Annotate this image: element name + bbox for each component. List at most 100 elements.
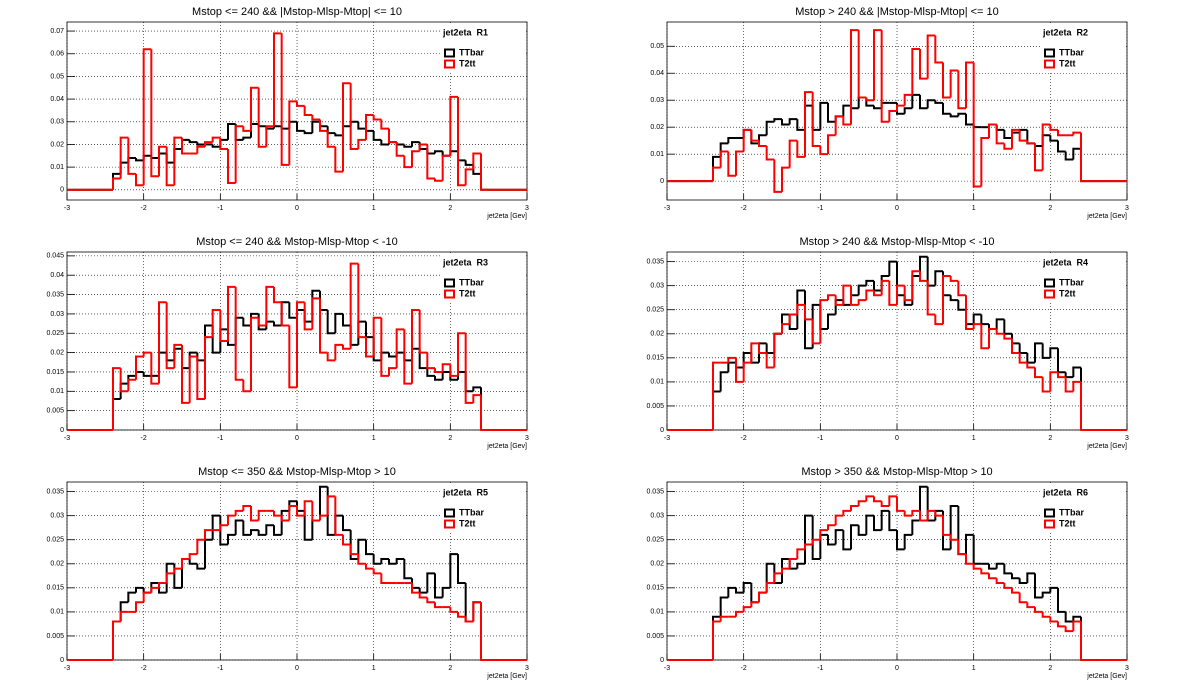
histogram-step (441, 586, 451, 598)
histogram-step (357, 263, 366, 339)
histogram-step (418, 592, 428, 599)
histogram-step (196, 356, 205, 401)
histogram-step (926, 509, 936, 521)
histogram-step (880, 30, 890, 123)
y-tick-label: 0 (660, 178, 664, 185)
histogram-step (727, 151, 736, 177)
histogram-step (903, 93, 913, 106)
histogram-step (319, 121, 328, 128)
histogram-step (1018, 128, 1028, 133)
histogram-step (273, 286, 282, 304)
histogram-step (334, 514, 343, 535)
histogram-step (480, 602, 489, 661)
legend-label: T2tt (1059, 58, 1076, 68)
histogram-step (712, 361, 721, 430)
histogram-step (426, 572, 435, 593)
histogram-step (804, 543, 813, 550)
histogram-step (896, 102, 905, 115)
histogram-step (457, 554, 466, 585)
histogram-step (1041, 377, 1051, 393)
histogram-step (303, 500, 313, 516)
histogram-step (211, 309, 221, 338)
histogram-step (219, 310, 228, 342)
histogram-step (1064, 611, 1074, 623)
histogram-step (127, 157, 136, 163)
x-tick-label: -3 (64, 205, 70, 212)
x-tick-label: 0 (295, 205, 299, 212)
panel-title: Mstop > 350 && Mstop-Mlsp-Mtop > 10 (801, 466, 992, 478)
histogram-step (873, 515, 882, 532)
histogram-step (342, 515, 351, 532)
histogram-step (727, 361, 736, 373)
histogram-step (1049, 124, 1058, 131)
histogram-step (219, 524, 228, 531)
histogram-step (1072, 366, 1081, 378)
x-tick-label: 2 (448, 665, 452, 672)
histogram-step (942, 515, 951, 536)
x-tick-label: -1 (217, 665, 223, 672)
histogram-step (727, 586, 736, 598)
y-tick-label: 0.01 (650, 379, 664, 386)
histogram-step (342, 125, 351, 136)
histogram-step (903, 510, 913, 517)
histogram-step (712, 166, 721, 182)
histogram-step (181, 348, 190, 370)
histogram-step (873, 105, 882, 110)
y-tick-label: 0.015 (646, 355, 664, 362)
histogram-step (1057, 587, 1066, 613)
histogram-step (888, 260, 897, 277)
legend-title: jet2eta R2 (1042, 27, 1088, 37)
histogram-step (372, 337, 382, 362)
histogram-step (934, 270, 943, 286)
histogram-step (965, 113, 974, 126)
histogram-step (788, 118, 798, 125)
histogram-step (342, 344, 351, 350)
x-tick-label: 0 (895, 205, 899, 212)
histogram-step (242, 379, 251, 393)
x-axis-label: jet2eta [Gev] (486, 673, 527, 680)
histogram-step (765, 353, 775, 369)
histogram-step (980, 568, 989, 575)
histogram-step (211, 136, 221, 143)
histogram-step (934, 35, 943, 64)
y-tick-label: 0.01 (50, 388, 64, 395)
histogram-step (196, 145, 205, 154)
histogram-step (127, 591, 136, 603)
histogram-step (311, 289, 320, 322)
histogram-step (796, 140, 805, 158)
histogram-step (880, 101, 890, 109)
histogram-step (457, 370, 466, 380)
legend-label: TTbar (1059, 277, 1084, 287)
histogram-step (896, 284, 905, 305)
plot-frame (66, 251, 528, 431)
histogram-step (288, 505, 297, 521)
histogram-step (349, 325, 359, 346)
histogram-step (395, 142, 405, 157)
histogram-step (781, 166, 790, 192)
histogram-step (957, 280, 966, 297)
histogram-step (464, 371, 474, 393)
histogram-step (781, 323, 790, 334)
histogram-step (227, 514, 236, 526)
x-tick-label: 0 (295, 435, 299, 442)
histogram-step (972, 323, 982, 329)
histogram-step (1034, 367, 1043, 379)
histogram-step (1057, 348, 1066, 374)
histogram-step (280, 515, 290, 522)
x-tick-label: -1 (817, 205, 823, 212)
histogram-step (250, 316, 259, 392)
histogram-step (819, 529, 828, 540)
histogram-step (896, 104, 905, 111)
histogram-step (750, 601, 759, 608)
histogram-step (842, 300, 851, 306)
x-axis-label: jet2eta [Gev] (1086, 673, 1127, 680)
histogram-step (403, 144, 412, 148)
histogram-step (788, 139, 798, 168)
y-tick-label: 0.015 (46, 369, 64, 376)
histogram-step (1080, 148, 1089, 183)
legend-label: T2tt (459, 288, 476, 298)
histogram-step (865, 97, 874, 102)
histogram-step (242, 520, 251, 536)
histogram-step (1080, 616, 1089, 661)
histogram-step (750, 129, 759, 142)
